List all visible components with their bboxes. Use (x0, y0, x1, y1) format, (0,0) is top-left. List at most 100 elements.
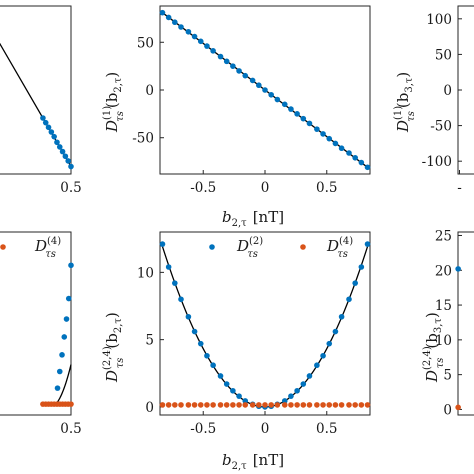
y-tick-label: 5 (443, 368, 452, 384)
d2-point (61, 334, 68, 340)
d2-point (65, 295, 72, 302)
d1-point (42, 119, 49, 126)
top-left-plot: 0.5 (0, 42, 82, 196)
x-tick-label: - (457, 180, 462, 196)
d4-point (230, 402, 236, 408)
d2-point (204, 352, 210, 359)
fit-curve (54, 364, 72, 406)
d1-point (294, 111, 300, 117)
y-tick-label: -50 (430, 119, 452, 135)
d2-point (54, 385, 61, 391)
bottom-middle-xlabel: b2,τ [nT] (222, 451, 284, 472)
d4-point (268, 402, 274, 408)
y-tick-label: 50 (435, 47, 452, 63)
d2-point (236, 393, 242, 399)
d2-point (165, 264, 172, 270)
d2-point (338, 313, 345, 320)
d1-point (59, 148, 66, 155)
d2-point (191, 328, 198, 335)
y-tick-label: 0 (443, 83, 452, 99)
d1-point (288, 106, 294, 112)
d1-point (332, 140, 339, 147)
d2-point (159, 241, 166, 247)
d2-point (332, 328, 339, 335)
y-tick-label: -50 (132, 131, 154, 147)
d1-point (346, 150, 352, 156)
d1-point (268, 91, 274, 98)
d4-point (217, 402, 224, 408)
d1-point (364, 164, 371, 171)
legend-d4-label: D(4) τs (34, 236, 61, 260)
legend-d4-marker (0, 244, 6, 250)
d4-point (249, 402, 256, 408)
d4-point (314, 402, 320, 408)
y-tick-label: 20 (435, 263, 452, 279)
d1-point (217, 53, 224, 60)
d4-point (326, 402, 333, 408)
legend-d2-label: D(2) τs (236, 236, 263, 260)
d1-point (65, 158, 71, 164)
top-left-axes (0, 5, 72, 175)
legend-d4-marker (300, 244, 306, 250)
d4-point (358, 402, 365, 408)
d4-point (242, 402, 249, 408)
d2-point (364, 241, 371, 247)
d4-point (288, 402, 294, 408)
d1-point (204, 43, 210, 49)
d2-point (326, 340, 333, 347)
bottom-left-axes (0, 231, 72, 416)
d1-point (210, 48, 216, 54)
d1-point (56, 144, 63, 150)
d4-point (236, 402, 242, 408)
x-tick-label: 0.5 (60, 421, 81, 437)
d2-point (352, 280, 358, 286)
x-tick-label: 0.5 (316, 421, 337, 437)
d4-point (68, 401, 74, 407)
d4-point (281, 402, 288, 408)
y-tick-label: 50 (137, 35, 154, 51)
d4-point (197, 402, 204, 408)
d1-point (51, 133, 57, 140)
d4-point (364, 402, 371, 408)
fit-curve (161, 246, 369, 408)
x-tick-label: -0.5 (190, 180, 216, 196)
d2-point (197, 340, 204, 347)
d2-point (56, 368, 63, 375)
d4-point (172, 402, 178, 408)
d1-point (326, 135, 333, 142)
d1-point (197, 38, 204, 45)
top-middle-xlabel: b2,τ [nT] (222, 208, 284, 229)
d1-point (185, 28, 192, 35)
d2-point (306, 373, 313, 379)
d4-point (165, 402, 172, 408)
d1-point (45, 124, 52, 131)
d4-point (338, 402, 345, 408)
d1-point (223, 58, 230, 65)
d4-point (185, 402, 192, 408)
bottom-right-plot: 25 20 15 10 5 0 (435, 228, 462, 418)
x-tick-label: -0.5 (190, 421, 216, 437)
d2-point (314, 362, 320, 369)
d2-point (346, 296, 352, 303)
d2-point (59, 352, 65, 358)
d2-point (185, 313, 192, 320)
d1-point (236, 68, 242, 74)
d2-point (223, 381, 230, 387)
d1-point (68, 163, 74, 170)
d4-point (346, 402, 352, 408)
d1-point (352, 154, 358, 161)
d1-point (274, 96, 281, 103)
d4-point (159, 402, 166, 408)
d2-point (68, 262, 74, 269)
d4-point (178, 402, 184, 408)
d1-point (256, 82, 262, 89)
d1-point (338, 145, 345, 152)
bottom-right-axes (457, 231, 474, 416)
d2-point (210, 362, 216, 369)
d4-point (332, 402, 339, 408)
d1-point (159, 9, 166, 16)
y-tick-label: 0 (145, 83, 154, 99)
d1-point (172, 19, 178, 26)
y-tick-label: 0 (443, 402, 452, 418)
